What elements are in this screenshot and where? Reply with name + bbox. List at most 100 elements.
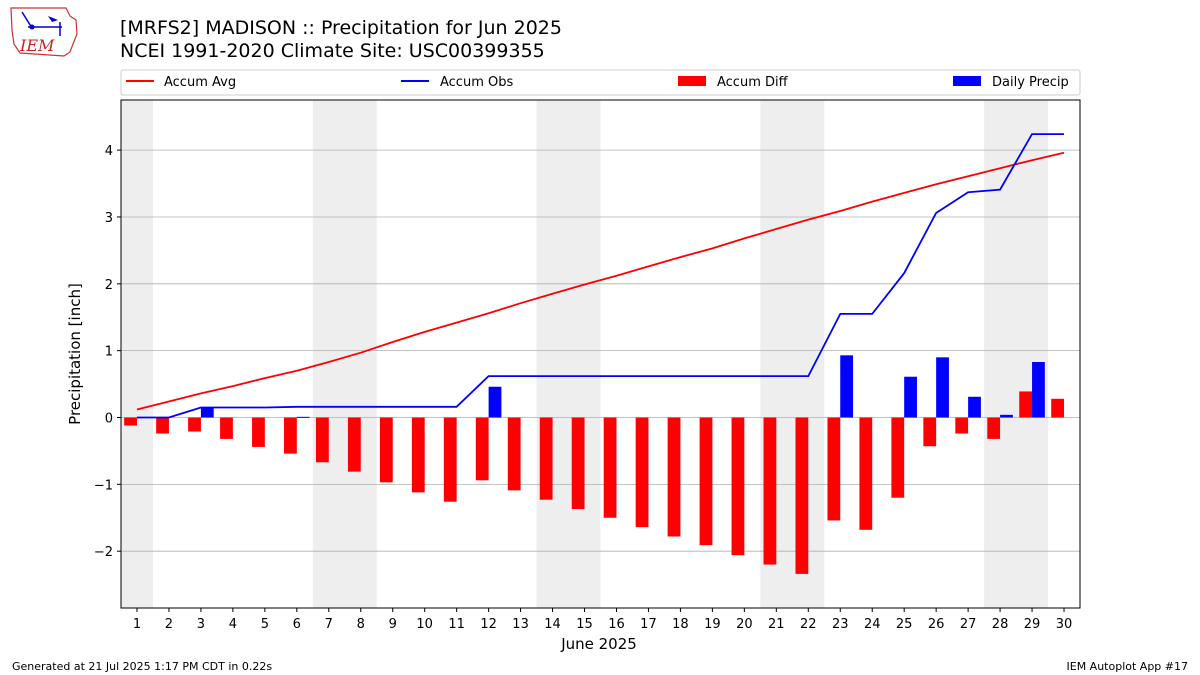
x-tick-label: 7 [325, 617, 333, 632]
legend-item-accum-obs: Accum Obs [401, 75, 513, 90]
accum-diff-bar [891, 417, 905, 498]
daily-precip-bar [488, 386, 502, 418]
accum-diff-bar [827, 417, 841, 521]
chart-title: [MRFS2] MADISON :: Precipitation for Jun… [120, 17, 562, 39]
x-tick-label: 15 [576, 617, 593, 632]
daily-precip-bar [296, 416, 310, 418]
accum-diff-bar [955, 417, 969, 434]
accum-diff-bar [124, 417, 137, 426]
legend-label: Daily Precip [992, 75, 1069, 90]
accum-diff-bar [1051, 398, 1065, 418]
daily-precip-bar [936, 357, 949, 418]
x-tick-label: 10 [416, 617, 433, 632]
y-tick-label: −2 [94, 545, 113, 560]
y-tick-label: 2 [105, 278, 113, 293]
accum-diff-bar [987, 417, 1001, 439]
x-tick-label: 14 [544, 617, 561, 632]
y-tick-label: −1 [94, 478, 113, 493]
x-tick-label: 9 [389, 617, 397, 632]
daily-precip-bar [904, 376, 917, 418]
accum-diff-bar [507, 417, 521, 491]
weekend-shade [312, 100, 377, 608]
x-tick-label: 12 [480, 617, 497, 632]
accum-diff-bar [571, 417, 585, 510]
x-tick-label: 30 [1056, 617, 1073, 632]
x-tick-label: 5 [261, 617, 269, 632]
accum-diff-bar [539, 417, 553, 500]
accum-diff-bar [635, 417, 649, 528]
x-tick-label: 8 [357, 617, 365, 632]
accum-diff-bar [315, 417, 329, 463]
accum-diff-bar [795, 417, 809, 574]
x-tick-label: 29 [1024, 617, 1041, 632]
x-tick-label: 23 [832, 617, 849, 632]
accum-diff-bar [1019, 391, 1033, 418]
x-tick-label: 1 [133, 617, 141, 632]
weekend-shade [984, 100, 1049, 608]
legend: Accum Avg Accum Obs Accum Diff Daily Pre… [120, 69, 1081, 96]
x-tick-label: 25 [896, 617, 913, 632]
legend-label: Accum Obs [440, 75, 513, 90]
accum-diff-bar [923, 417, 937, 447]
accum-diff-bar [859, 417, 873, 530]
app-credit: IEM Autoplot App #17 [1066, 660, 1189, 673]
logo-text: IEM [19, 36, 55, 55]
legend-item-accum-avg: Accum Avg [126, 75, 236, 90]
accum-diff-bar [411, 417, 425, 493]
x-tick-label: 18 [672, 617, 689, 632]
daily-precip-bar [968, 396, 981, 418]
daily-precip-bar [1032, 362, 1045, 418]
iem-logo: IEM [10, 7, 78, 57]
x-tick-label: 16 [608, 617, 625, 632]
weekend-shade [536, 100, 601, 608]
accum-diff-bar [475, 417, 489, 481]
accum-diff-bar [156, 417, 169, 434]
y-tick-label: 4 [105, 144, 113, 159]
accum-diff-bar [699, 417, 713, 546]
weekend-shade [121, 100, 153, 608]
x-tick-label: 19 [704, 617, 721, 632]
accum-diff-bar [347, 417, 361, 472]
accum-diff-bar [188, 417, 201, 432]
x-tick-label: 4 [229, 617, 237, 632]
x-tick-label: 17 [640, 617, 657, 632]
accum-diff-bar [443, 417, 457, 502]
x-tick-label: 22 [800, 617, 817, 632]
x-tick-label: 2 [165, 617, 173, 632]
x-tick-label: 24 [864, 617, 881, 632]
x-tick-label: 11 [448, 617, 465, 632]
daily-precip-bar [1000, 414, 1013, 418]
accum-diff-bar [379, 417, 393, 483]
y-tick-label: 0 [105, 412, 113, 427]
accum-diff-bar [284, 417, 297, 454]
y-tick-label: 3 [105, 211, 113, 226]
legend-label: Accum Diff [717, 75, 789, 90]
accum-diff-bar [667, 417, 681, 537]
y-axis-label: Precipitation [inch] [66, 283, 84, 425]
chart-subtitle: NCEI 1991-2020 Climate Site: USC00399355 [120, 40, 545, 62]
x-tick-label: 20 [736, 617, 753, 632]
accum-diff-bar [763, 417, 777, 565]
accum-diff-bar [731, 417, 745, 556]
x-axis-label: June 2025 [560, 635, 637, 653]
accum-avg-line [136, 151, 1065, 411]
x-tick-label: 3 [197, 617, 205, 632]
x-tick-label: 27 [960, 617, 977, 632]
generated-timestamp: Generated at 21 Jul 2025 1:17 PM CDT in … [12, 660, 273, 673]
x-tick-label: 26 [928, 617, 945, 632]
daily-precip-bar [200, 407, 214, 418]
y-tick-label: 1 [105, 345, 113, 360]
accum-obs-line [137, 133, 1064, 419]
x-tick-label: 13 [512, 617, 529, 632]
x-tick-label: 6 [293, 617, 301, 632]
accum-diff-bar [220, 417, 233, 439]
x-tick-label: 21 [768, 617, 785, 632]
daily-precip-bar [840, 355, 854, 418]
legend-item-accum-diff: Accum Diff [678, 75, 789, 90]
accum-diff-bar [252, 417, 265, 447]
legend-label: Accum Avg [164, 75, 236, 90]
plot-frame [120, 99, 1081, 609]
x-tick-label: 28 [992, 617, 1009, 632]
accum-diff-bar [603, 417, 617, 518]
